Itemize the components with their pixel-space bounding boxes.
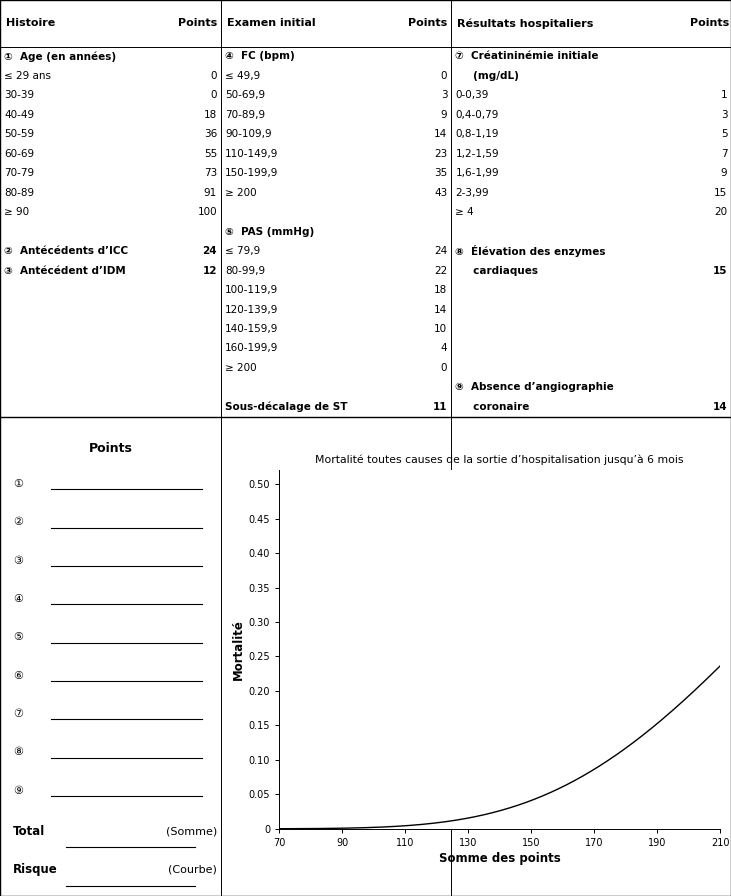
Text: 80-89: 80-89 [4, 187, 34, 198]
Text: ①  Age (en années): ① Age (en années) [4, 51, 116, 62]
Text: 20: 20 [714, 207, 727, 217]
Text: 7: 7 [721, 149, 727, 159]
Text: ④  FC (bpm): ④ FC (bpm) [225, 51, 295, 61]
Text: ⑦  Créatininémie initiale: ⑦ Créatininémie initiale [455, 51, 599, 61]
Text: 60-69: 60-69 [4, 149, 34, 159]
Text: 18: 18 [434, 285, 447, 295]
Text: ≤ 29 ans: ≤ 29 ans [4, 71, 51, 81]
Text: Points: Points [178, 18, 217, 29]
Text: (Somme): (Somme) [166, 826, 217, 836]
Text: 3: 3 [721, 109, 727, 120]
Text: 140-159,9: 140-159,9 [225, 324, 279, 334]
Text: ⑥: ⑥ [13, 670, 23, 681]
Text: ≥ 90: ≥ 90 [4, 207, 29, 217]
Text: Examen initial: Examen initial [227, 18, 315, 29]
Text: ②: ② [13, 517, 23, 527]
Text: ⑤: ⑤ [13, 633, 23, 642]
Text: 0-0,39: 0-0,39 [455, 90, 489, 100]
Text: ⑤  PAS (mmHg): ⑤ PAS (mmHg) [225, 227, 314, 237]
Text: 4: 4 [441, 343, 447, 354]
Text: 1: 1 [721, 90, 727, 100]
Title: Mortalité toutes causes de la sortie d’hospitalisation jusqu’à 6 mois: Mortalité toutes causes de la sortie d’h… [315, 455, 684, 465]
Text: 100-119,9: 100-119,9 [225, 285, 279, 295]
Text: 5: 5 [721, 129, 727, 139]
Text: 2-3,99: 2-3,99 [455, 187, 489, 198]
Y-axis label: Mortalité: Mortalité [232, 619, 244, 680]
Text: ④: ④ [13, 594, 23, 604]
Text: 23: 23 [434, 149, 447, 159]
Text: Sous-décalage de ST: Sous-décalage de ST [225, 401, 348, 412]
Text: 12: 12 [202, 265, 217, 276]
Text: 70-79: 70-79 [4, 168, 34, 178]
Text: Résultats hospitaliers: Résultats hospitaliers [457, 18, 594, 29]
X-axis label: Somme des points: Somme des points [439, 852, 561, 865]
Text: ⑧: ⑧ [13, 747, 23, 757]
Text: 90-109,9: 90-109,9 [225, 129, 272, 139]
Text: Points: Points [408, 18, 447, 29]
Text: ⑨  Absence d’angiographie: ⑨ Absence d’angiographie [455, 383, 614, 392]
Text: 80-99,9: 80-99,9 [225, 265, 265, 276]
Text: 1,6-1,99: 1,6-1,99 [455, 168, 499, 178]
Text: 0: 0 [441, 363, 447, 373]
Text: 36: 36 [204, 129, 217, 139]
Text: 0: 0 [441, 71, 447, 81]
Text: 24: 24 [434, 246, 447, 256]
Text: 22: 22 [434, 265, 447, 276]
Text: 0,8-1,19: 0,8-1,19 [455, 129, 499, 139]
Text: Histoire: Histoire [6, 18, 55, 29]
Text: 9: 9 [441, 109, 447, 120]
Text: 0: 0 [211, 90, 217, 100]
Text: 14: 14 [713, 402, 727, 412]
Text: ①: ① [13, 478, 23, 489]
Text: 10: 10 [434, 324, 447, 334]
Text: 55: 55 [204, 149, 217, 159]
Text: Points: Points [88, 442, 132, 454]
Text: (mg/dL): (mg/dL) [455, 71, 519, 81]
Text: ≤ 49,9: ≤ 49,9 [225, 71, 260, 81]
Text: 40-49: 40-49 [4, 109, 34, 120]
Text: ⑧  Élévation des enzymes: ⑧ Élévation des enzymes [455, 246, 606, 257]
Text: 91: 91 [204, 187, 217, 198]
Text: Risque: Risque [13, 863, 58, 876]
Text: 100: 100 [197, 207, 217, 217]
Text: 30-39: 30-39 [4, 90, 34, 100]
Text: 14: 14 [434, 305, 447, 314]
Text: 11: 11 [433, 402, 447, 412]
Text: 15: 15 [713, 265, 727, 276]
Text: Points: Points [689, 18, 729, 29]
Text: 14: 14 [434, 129, 447, 139]
Text: 18: 18 [204, 109, 217, 120]
Text: 120-139,9: 120-139,9 [225, 305, 279, 314]
Text: ③  Antécédent d’IDM: ③ Antécédent d’IDM [4, 265, 126, 276]
Text: ≤ 79,9: ≤ 79,9 [225, 246, 260, 256]
Text: 160-199,9: 160-199,9 [225, 343, 279, 354]
Text: 73: 73 [204, 168, 217, 178]
Text: ③: ③ [13, 556, 23, 565]
Text: 150-199,9: 150-199,9 [225, 168, 279, 178]
Text: 9: 9 [721, 168, 727, 178]
Text: 50-69,9: 50-69,9 [225, 90, 265, 100]
Text: cardiaques: cardiaques [455, 265, 539, 276]
Text: Total: Total [13, 825, 45, 838]
Text: ⑦: ⑦ [13, 709, 23, 719]
Text: ⑨: ⑨ [13, 786, 23, 796]
Text: 35: 35 [434, 168, 447, 178]
Text: 3: 3 [441, 90, 447, 100]
Text: coronaire: coronaire [455, 402, 530, 412]
Text: (Courbe): (Courbe) [168, 865, 217, 874]
Text: 43: 43 [434, 187, 447, 198]
Text: 15: 15 [714, 187, 727, 198]
Text: ≥ 200: ≥ 200 [225, 187, 257, 198]
Text: ≥ 4: ≥ 4 [455, 207, 474, 217]
Text: ②  Antécédents d’ICC: ② Antécédents d’ICC [4, 246, 129, 256]
Text: 0: 0 [211, 71, 217, 81]
Text: 1,2-1,59: 1,2-1,59 [455, 149, 499, 159]
Text: 50-59: 50-59 [4, 129, 34, 139]
Text: 70-89,9: 70-89,9 [225, 109, 265, 120]
Text: 24: 24 [202, 246, 217, 256]
Text: 110-149,9: 110-149,9 [225, 149, 279, 159]
Text: ≥ 200: ≥ 200 [225, 363, 257, 373]
Text: 0,4-0,79: 0,4-0,79 [455, 109, 499, 120]
